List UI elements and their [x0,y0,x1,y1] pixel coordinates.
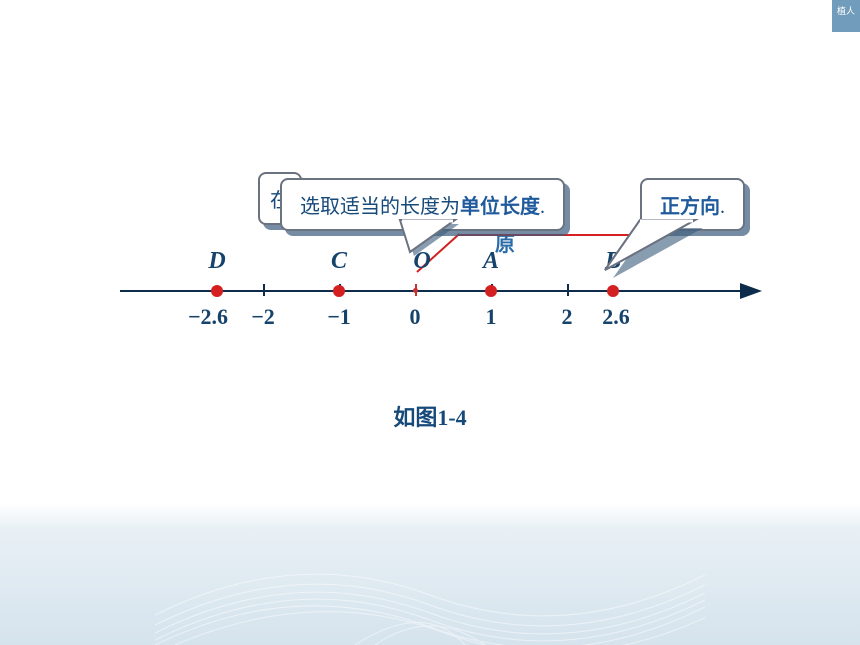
callout2-post: . [540,196,545,218]
origin-dot-icon [413,288,418,293]
point-dot-B [607,285,619,297]
label-2: 2 [562,304,573,330]
point-label-C: C [331,248,347,275]
label-26: 2.6 [602,304,630,330]
callout-direction: 正方向. [640,178,745,231]
label-n2: −2 [251,304,275,330]
corner-badge: 植人 [832,0,860,32]
figure-caption: 如图1-4 [393,400,466,432]
point-dot-D [211,285,223,297]
callout2-pre: 选取适当的长度为 [300,196,460,218]
point-dot-A [485,285,497,297]
callout2-tail [400,220,480,260]
label-n1: −1 [327,304,351,330]
tick-n2 [263,284,265,296]
point-label-D: D [208,248,225,275]
label-n26: −2.6 [188,304,228,330]
point-label-A: A [483,248,499,275]
callout-unit: 选取适当的长度为单位长度. [280,178,565,231]
callout3-tail [605,220,725,280]
axis-arrow-icon [740,283,762,299]
point-dot-C [333,285,345,297]
callout3-highlight: 正方向 [660,196,720,218]
decor-waves-icon [155,515,705,645]
callout2-highlight: 单位长度 [460,196,540,218]
callout3-post: . [720,196,725,218]
tick-2 [567,284,569,296]
label-0: 0 [410,304,421,330]
label-1: 1 [486,304,497,330]
